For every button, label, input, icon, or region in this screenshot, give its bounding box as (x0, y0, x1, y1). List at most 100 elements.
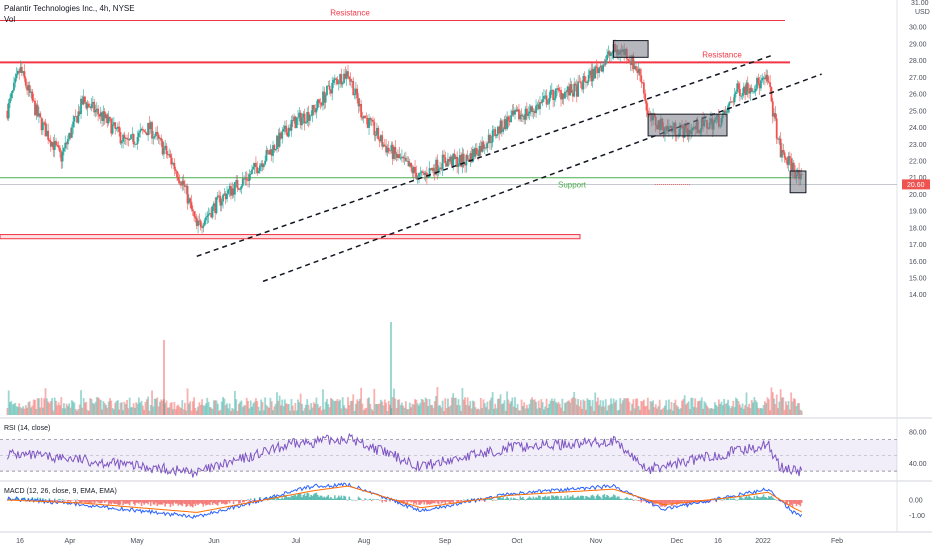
volume-bar (69, 407, 72, 415)
macd-histogram-bar (411, 500, 414, 502)
candle-body (629, 61, 632, 65)
volume-bar (599, 400, 602, 415)
candle-body (13, 82, 15, 91)
candle-body (120, 141, 123, 144)
candle-body (102, 111, 105, 121)
volume-bar (282, 406, 285, 415)
macd-histogram-bar (291, 496, 294, 500)
volume-spike (390, 322, 392, 415)
macd-histogram-bar (568, 498, 570, 500)
macd-histogram-bar (303, 493, 306, 500)
macd-histogram-bar (712, 500, 715, 501)
candle-body (14, 78, 17, 83)
candle-body (16, 70, 19, 75)
macd-histogram-bar (44, 498, 47, 500)
volume-bar (493, 408, 495, 415)
candle-body (432, 167, 435, 172)
macd-histogram-bar (186, 500, 189, 506)
volume-bar (524, 408, 527, 415)
candle-body (493, 129, 495, 131)
macd-histogram-bar (579, 495, 582, 500)
volume-bar (331, 399, 334, 415)
volume-bar (333, 401, 336, 415)
candle-body (470, 153, 473, 162)
volume-bar (236, 410, 239, 415)
macd-histogram-bar (386, 499, 389, 500)
volume-bar (458, 405, 461, 415)
volume-bar (640, 400, 643, 415)
volume-bar (235, 399, 238, 415)
volume-bar (787, 400, 790, 415)
candle-body (456, 156, 459, 167)
macd-label: MACD (12, 26, close, 9, EMA, EMA) (4, 488, 117, 495)
candle-body (34, 100, 36, 116)
volume-bar (666, 409, 669, 415)
macd-histogram-bar (757, 497, 760, 500)
macd-histogram-bar (64, 499, 67, 501)
candle-body (548, 98, 551, 104)
macd-histogram-bar (315, 492, 318, 500)
candle-body (753, 91, 756, 93)
candle-body (607, 51, 610, 55)
macd-histogram-bar (32, 500, 35, 501)
volume-bar (748, 403, 750, 415)
candle-body (43, 122, 46, 124)
macd-histogram-bar (140, 500, 143, 506)
candle-body (212, 203, 215, 207)
candle-body (248, 174, 251, 181)
candle-body (360, 103, 363, 118)
macd-histogram-bar (611, 496, 614, 500)
volume-bar (378, 403, 381, 415)
volume-bar (504, 410, 507, 415)
macd-histogram-bar (623, 499, 625, 500)
macd-histogram-bar (213, 500, 215, 504)
volume-bar (303, 408, 306, 415)
candle-body (126, 137, 128, 140)
candle-body (644, 93, 647, 101)
candle-body (732, 101, 735, 103)
macd-histogram-bar (284, 494, 286, 500)
candle-body (165, 145, 168, 155)
volume-bar (473, 401, 476, 415)
candle-body (232, 188, 235, 195)
volume-bar (439, 405, 441, 415)
macd-histogram-bar (625, 497, 628, 500)
candle-body (153, 136, 156, 138)
volume-bar (314, 403, 317, 415)
macd-histogram-bar (207, 500, 210, 505)
macd-histogram-bar (97, 500, 99, 503)
macd-histogram-bar (57, 499, 60, 500)
macd-histogram-bar (167, 500, 169, 504)
volume-bar (291, 405, 294, 415)
macd-histogram-bar (545, 497, 548, 500)
candle-body (112, 122, 115, 125)
time-axis-label: Oct (512, 538, 523, 545)
candle-body (161, 140, 164, 155)
candle-body (148, 122, 151, 130)
macd-histogram-bar (511, 499, 514, 500)
support-label: Support (558, 181, 587, 190)
volume-bar (561, 398, 564, 415)
macd-histogram-bar (251, 500, 253, 501)
volume-bar (788, 409, 791, 415)
volume-bar (241, 407, 244, 415)
volume-bar (135, 402, 138, 415)
macd-histogram-bar (515, 499, 518, 500)
macd-histogram-bar (148, 500, 151, 502)
candle-body (282, 129, 285, 132)
volume-bar (165, 400, 168, 415)
volume-bar (151, 390, 153, 415)
volume-bar (55, 400, 57, 415)
macd-histogram-bar (554, 495, 557, 500)
candle-body (507, 116, 510, 121)
volume-bar (298, 402, 301, 415)
macd-histogram-bar (398, 500, 401, 502)
volume-bar (725, 403, 728, 415)
volume-bar (247, 401, 249, 415)
volume-bar (594, 392, 597, 415)
macd-histogram-bar (172, 500, 174, 506)
volume-bar (329, 397, 332, 415)
candle-body (514, 109, 516, 115)
volume-bar (123, 401, 126, 415)
